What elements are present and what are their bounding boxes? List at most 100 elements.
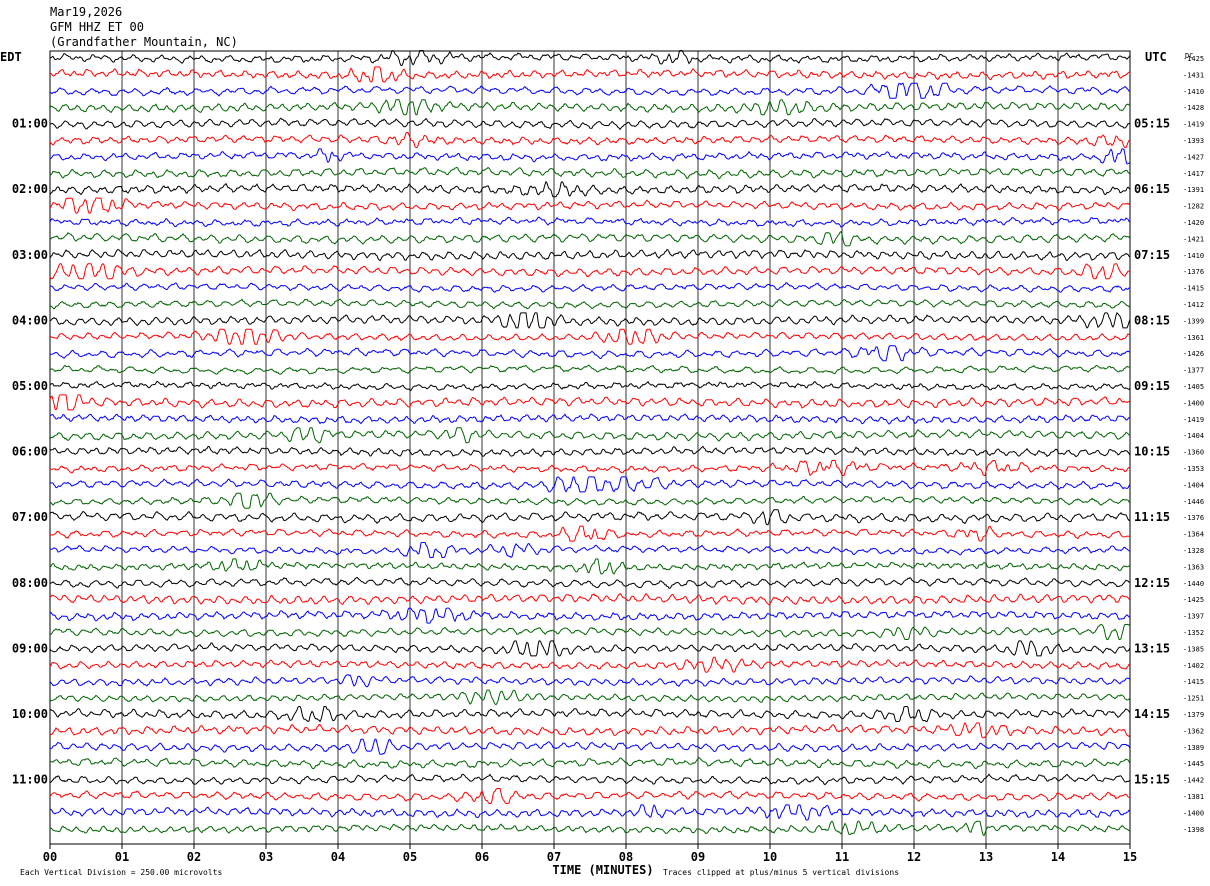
dc-offset-label: -1415 [1183,285,1204,293]
x-tick-label: 10 [763,850,777,864]
dc-offset-label: -1385 [1183,645,1204,653]
x-tick-label: 12 [907,850,921,864]
dc-offset-label: -1328 [1183,547,1204,555]
seismic-trace [49,82,1131,99]
seismic-trace [49,180,1131,198]
dc-offset-label: -1251 [1183,695,1204,703]
utc-hour-label: 08:15 [1134,313,1170,327]
seismic-trace [49,542,1131,559]
dc-offset-label: -1421 [1183,235,1204,243]
dc-offset-label: -1282 [1183,203,1204,211]
edt-hour-label: 10:00 [12,707,48,721]
dc-offset-label: -1415 [1183,678,1204,686]
x-tick-label: 09 [691,850,705,864]
seismic-trace [49,705,1131,723]
seismic-trace [49,721,1131,739]
x-axis-title: TIME (MINUTES) [552,863,653,877]
edt-hour-label: 09:00 [12,641,48,655]
seismic-trace [49,674,1131,688]
x-tick-label: 02 [187,850,201,864]
seismic-trace [49,558,1131,575]
seismic-trace [49,820,1131,837]
x-tick-label: 01 [115,850,129,864]
dc-offset-label: -1364 [1183,531,1204,539]
seismic-trace [49,640,1131,657]
seismic-trace [49,328,1130,345]
x-tick-label: 06 [475,850,489,864]
seismic-trace [49,525,1131,542]
utc-hour-label: 05:15 [1134,117,1170,131]
x-tick-label: 14 [1051,850,1065,864]
dc-offset-label: -1362 [1183,727,1204,735]
seismic-trace [49,197,1131,214]
dc-offset-label: -1400 [1183,399,1204,407]
seismic-trace [49,427,1131,444]
seismic-trace [49,689,1131,706]
clip-note: Traces clipped at plus/minus 5 vertical … [663,868,899,877]
dc-offset-label: -1363 [1183,563,1204,571]
dc-offset-label: -1442 [1183,777,1204,785]
seismic-trace [49,380,1131,391]
seismic-trace [49,607,1131,624]
utc-hour-label: 13:15 [1134,641,1170,655]
seismic-trace [49,656,1131,673]
seismic-trace [49,804,1131,821]
utc-hour-label: 09:15 [1134,379,1170,393]
utc-hour-label: 11:15 [1134,510,1170,524]
dc-offset-label: -1376 [1183,268,1204,276]
x-tick-label: 11 [835,850,849,864]
dc-offset-label: -1360 [1183,449,1204,457]
dc-offset-label: -1428 [1183,104,1204,112]
seismic-trace [49,263,1131,280]
seismic-trace [49,394,1131,411]
seismic-trace [49,248,1131,262]
seismic-trace [49,99,1131,116]
seismic-trace [49,345,1131,362]
seismic-trace [49,230,1131,247]
dc-offset-label: -1361 [1183,334,1204,342]
dc-offset-label: -1389 [1183,744,1204,752]
seismic-trace [49,623,1131,640]
dc-offset-label: -1440 [1183,580,1204,588]
dc-offset-label: -1427 [1183,153,1204,161]
dc-offset-label: -1405 [1183,383,1204,391]
x-tick-label: 05 [403,850,417,864]
edt-hour-label: 03:00 [12,248,48,262]
location-label: (Grandfather Mountain, NC) [50,35,238,49]
dc-offset-label: -1419 [1183,121,1204,129]
seismic-trace [49,738,1131,755]
seismic-trace [49,132,1131,148]
edt-hour-label: 06:00 [12,445,48,459]
seismic-trace [50,413,1131,425]
dc-offset-label: -1410 [1183,88,1204,96]
dc-offset-label: -1353 [1183,465,1204,473]
seismic-trace [49,364,1131,375]
utc-hour-label: 06:15 [1134,182,1170,196]
dc-offset-label: -1410 [1183,252,1204,260]
x-tick-label: 15 [1123,850,1137,864]
edt-hour-label: 11:00 [12,773,48,787]
edt-timezone-label: EDT [0,50,22,64]
dc-header-label: DC [1185,52,1193,60]
utc-timezone-label: UTC [1145,50,1167,64]
dc-offset-label: -1377 [1183,367,1204,375]
dc-offset-label: -1402 [1183,662,1204,670]
dc-offset-label: -1376 [1183,514,1204,522]
edt-hour-label: 07:00 [12,510,48,524]
edt-hour-label: 08:00 [12,576,48,590]
dc-offset-label: -1352 [1183,629,1204,637]
seismic-trace [49,282,1131,293]
scale-note: Each Vertical Division = 250.00 microvol… [20,868,222,877]
edt-hour-label: 02:00 [12,182,48,196]
seismic-trace [49,148,1131,165]
dc-offset-label: -1397 [1183,613,1204,621]
date-label: Mar19,2026 [50,5,123,19]
seismic-trace [49,757,1131,770]
dc-offset-label: -1445 [1183,760,1204,768]
dc-offset-label: -1412 [1183,301,1204,309]
dc-offset-label: -1381 [1183,793,1204,801]
station-label: GFM HHZ ET 00 [50,20,144,34]
seismic-trace [49,298,1131,310]
utc-hour-label: 15:15 [1134,773,1170,787]
